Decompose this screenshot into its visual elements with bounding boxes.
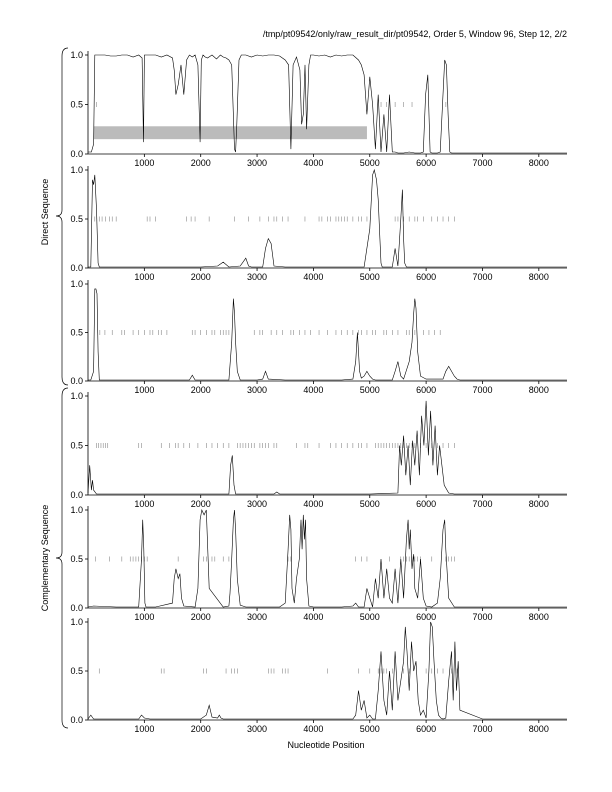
x-tick-label: 8000 <box>529 612 549 622</box>
panel-2: 0.0 0.5 1.0 1000 2000 3000 4000 5000 6000 7000 800… <box>70 165 567 282</box>
x-tick-label: 8000 <box>529 272 549 282</box>
x-tick-label: 6000 <box>416 724 436 734</box>
x-tick-label: 5000 <box>360 272 380 282</box>
x-tick-label: 1000 <box>134 272 154 282</box>
x-tick-label: 6000 <box>416 612 436 622</box>
y-tick-label: 1.0 <box>70 50 83 60</box>
x-tick-label: 5000 <box>360 158 380 168</box>
x-tick-label: 5000 <box>360 724 380 734</box>
y-tick-label: 1.0 <box>70 391 83 401</box>
y-tick-label: 0.5 <box>70 328 83 338</box>
direct-sequence-label: Direct Sequence <box>40 179 50 246</box>
x-tick-label: 4000 <box>303 385 323 395</box>
x-tick-label: 4000 <box>303 612 323 622</box>
x-tick-label: 7000 <box>472 158 492 168</box>
panel-4: 0.0 0.5 1.0 1000 2000 3000 4000 5000 6000 7000 800… <box>70 391 567 509</box>
x-tick-label: 3000 <box>247 272 267 282</box>
x-tick-label: 2000 <box>191 272 211 282</box>
y-tick-label: 0.5 <box>70 441 83 451</box>
complementary-sequence-bracket <box>55 387 69 729</box>
x-tick-label: 7000 <box>472 499 492 509</box>
y-tick-label: 0.0 <box>70 603 83 613</box>
x-tick-label: 7000 <box>472 612 492 622</box>
x-tick-label: 8000 <box>529 385 549 395</box>
x-tick-label: 1000 <box>134 499 154 509</box>
x-tick-label: 3000 <box>247 158 267 168</box>
x-tick-label: 6000 <box>416 385 436 395</box>
x-tick-label: 6000 <box>416 499 436 509</box>
panels: 0.0 0.5 1.0 1000 2000 3000 4000 5000 6000 7000 800… <box>70 50 567 734</box>
y-tick-label: 0.5 <box>70 100 83 110</box>
y-tick-label: 1.0 <box>70 279 83 289</box>
x-tick-label: 6000 <box>416 272 436 282</box>
x-tick-label: 7000 <box>472 724 492 734</box>
x-tick-label: 1000 <box>134 724 154 734</box>
x-axis-label: Nucleotide Position <box>287 740 364 750</box>
group-brackets <box>55 47 69 729</box>
panel-6: 0.0 0.5 1.0 1000 2000 3000 4000 5000 6000 7000 800… <box>70 617 567 734</box>
header-text: /tmp/pt09542/only/raw_result_dir/pt09542… <box>263 29 567 39</box>
shaded-region <box>93 126 367 140</box>
x-tick-label: 7000 <box>472 385 492 395</box>
x-tick-label: 3000 <box>247 385 267 395</box>
x-tick-label: 3000 <box>247 612 267 622</box>
y-tick-label: 0.0 <box>70 263 83 273</box>
x-tick-label: 8000 <box>529 158 549 168</box>
x-tick-label: 1000 <box>134 612 154 622</box>
series-line <box>87 509 567 608</box>
direct-sequence-bracket <box>55 47 69 386</box>
y-tick-label: 0.0 <box>70 490 83 500</box>
series-line <box>88 288 567 381</box>
y-tick-label: 0.0 <box>70 149 83 159</box>
y-tick-label: 0.5 <box>70 554 83 564</box>
y-tick-label: 1.0 <box>70 505 83 515</box>
x-tick-label: 2000 <box>191 724 211 734</box>
x-tick-label: 2000 <box>191 158 211 168</box>
x-tick-label: 3000 <box>247 724 267 734</box>
y-tick-label: 0.0 <box>70 376 83 386</box>
panel-3: 0.0 0.5 1.0 1000 2000 3000 4000 5000 6000 7000 800… <box>70 279 567 395</box>
x-tick-label: 3000 <box>247 499 267 509</box>
x-tick-label: 4000 <box>303 158 323 168</box>
x-tick-label: 2000 <box>191 499 211 509</box>
x-tick-label: 4000 <box>303 499 323 509</box>
y-tick-label: 0.0 <box>70 715 83 725</box>
series-line <box>88 168 567 268</box>
x-tick-label: 7000 <box>472 272 492 282</box>
panel-1: 0.0 0.5 1.0 1000 2000 3000 4000 5000 6000 7000 800… <box>70 50 567 168</box>
x-tick-label: 8000 <box>529 499 549 509</box>
y-tick-label: 1.0 <box>70 165 83 175</box>
y-tick-label: 0.5 <box>70 666 83 676</box>
x-tick-label: 5000 <box>360 499 380 509</box>
complementary-sequence-label: Complementary Sequence <box>40 505 50 612</box>
series-line <box>87 400 567 495</box>
y-tick-label: 0.5 <box>70 214 83 224</box>
x-tick-label: 5000 <box>360 612 380 622</box>
x-tick-label: 4000 <box>303 272 323 282</box>
x-tick-label: 8000 <box>529 724 549 734</box>
x-tick-label: 4000 <box>303 724 323 734</box>
y-tick-label: 1.0 <box>70 617 83 627</box>
series-line <box>88 54 567 154</box>
x-tick-label: 6000 <box>416 158 436 168</box>
x-tick-label: 2000 <box>191 612 211 622</box>
x-tick-label: 2000 <box>191 385 211 395</box>
panel-5: 0.0 0.5 1.0 1000 2000 3000 4000 5000 6000 7000 800… <box>70 505 567 622</box>
series-line <box>87 621 567 720</box>
x-tick-label: 5000 <box>360 385 380 395</box>
x-tick-label: 1000 <box>134 158 154 168</box>
x-tick-label: 1000 <box>134 385 154 395</box>
